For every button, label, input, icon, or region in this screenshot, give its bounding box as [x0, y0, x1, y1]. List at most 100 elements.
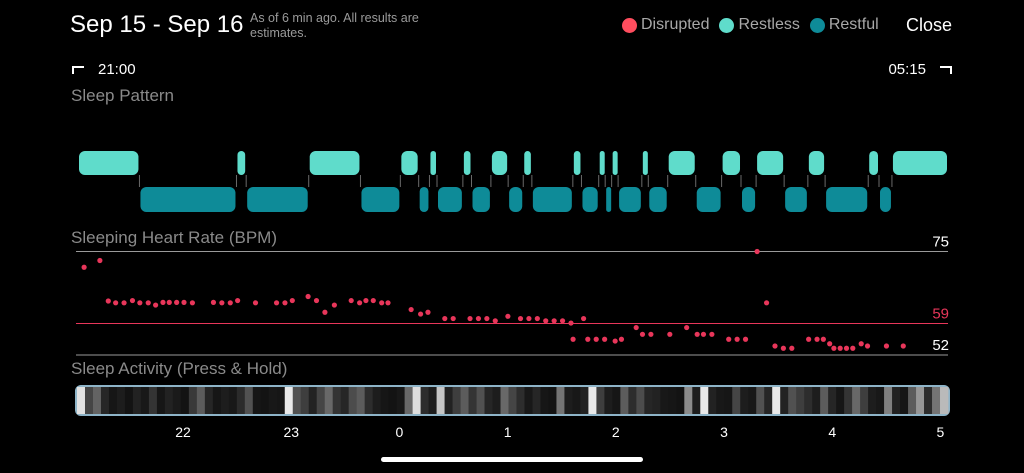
activity-cell — [260, 387, 270, 414]
activity-cell — [268, 387, 278, 414]
activity-cell — [396, 387, 406, 414]
activity-cell — [524, 387, 533, 414]
hr-point — [726, 336, 732, 342]
activity-cell — [940, 387, 949, 414]
activity-hour-tick: 22 — [175, 424, 191, 440]
activity-cell — [804, 387, 813, 414]
hr-point — [282, 300, 288, 306]
activity-cell — [668, 387, 677, 414]
activity-cell — [468, 387, 477, 414]
hr-point — [121, 300, 127, 306]
hr-point — [442, 315, 448, 322]
activity-cell — [380, 387, 390, 414]
hr-point — [581, 315, 587, 322]
activity-cell — [732, 387, 741, 414]
hr-point — [174, 299, 180, 305]
hr-point — [551, 318, 557, 324]
hr-point — [858, 341, 864, 347]
pattern-segment-restless — [573, 151, 581, 175]
hr-point — [850, 345, 856, 351]
activity-hour-tick: 5 — [937, 424, 945, 440]
activity-cell — [724, 387, 733, 414]
activity-cell — [500, 387, 509, 414]
activity-hour-tick: 1 — [504, 424, 512, 440]
pattern-segment-restless — [430, 151, 436, 175]
hr-point — [709, 331, 715, 337]
activity-cell — [516, 387, 525, 414]
hr-point — [348, 297, 354, 304]
legend-label: Restless — [738, 16, 800, 33]
hr-point — [684, 324, 690, 331]
hr-point — [559, 318, 566, 324]
pattern-segment-restless — [869, 151, 879, 175]
activity-cell — [100, 387, 110, 414]
activity-cell — [452, 387, 461, 414]
activity-cell — [492, 387, 501, 414]
activity-cell — [372, 387, 382, 414]
activity-cell — [108, 387, 118, 414]
disrupted-dot-icon — [622, 17, 637, 33]
hr-point — [235, 297, 241, 304]
hr-reference-label: 52 — [932, 337, 949, 354]
hr-point — [543, 318, 549, 324]
time-start-label: 21:00 — [98, 61, 136, 78]
activity-cell — [604, 387, 613, 414]
activity-cell — [356, 387, 366, 414]
activity-cell — [876, 387, 885, 414]
hr-point — [97, 257, 103, 264]
activity-cell — [740, 387, 749, 414]
pattern-segment-restful — [532, 187, 572, 212]
activity-cell — [716, 387, 725, 414]
activity-cell — [476, 387, 485, 414]
activity-cell — [292, 387, 302, 414]
activity-cell — [764, 387, 773, 414]
close-button[interactable]: Close — [906, 15, 953, 35]
activity-cell — [156, 387, 166, 414]
hr-point — [843, 345, 850, 351]
activity-cell — [844, 387, 853, 414]
activity-cell — [532, 387, 541, 414]
home-indicator[interactable] — [381, 457, 643, 462]
activity-hour-tick: 23 — [283, 424, 299, 440]
hr-point — [357, 300, 363, 306]
activity-cell — [284, 387, 294, 414]
activity-cell — [484, 387, 493, 414]
hr-point — [129, 297, 136, 304]
hr-point — [113, 300, 119, 306]
hr-point — [780, 345, 786, 351]
hr-point — [526, 315, 532, 322]
hr-point — [602, 336, 608, 342]
hr-point — [289, 297, 295, 304]
hr-point — [219, 300, 225, 306]
hr-point — [700, 331, 707, 337]
activity-cell — [348, 387, 358, 414]
heart-rate-chart: 75 59 52 — [76, 234, 949, 356]
pattern-segment-restless — [599, 151, 605, 175]
hr-point — [145, 300, 151, 306]
hr-point — [570, 336, 576, 342]
pattern-segment-restful — [649, 187, 667, 212]
sleep-pattern-chart — [79, 151, 947, 212]
hr-point — [467, 315, 473, 322]
hr-point — [408, 306, 414, 313]
hr-point — [322, 309, 328, 315]
activity-cell — [77, 387, 86, 414]
hr-point — [806, 336, 812, 342]
pattern-segment-restful — [606, 187, 612, 212]
hr-point — [418, 311, 424, 317]
hr-point — [227, 300, 233, 306]
activity-cell — [436, 387, 445, 414]
pattern-segment-restless — [309, 151, 360, 175]
activity-cell — [852, 387, 861, 414]
activity-cell — [204, 387, 214, 414]
activity-cell — [692, 387, 701, 414]
page-title: Sep 15 - Sep 16 — [70, 11, 244, 38]
hr-point — [273, 300, 280, 306]
activity-cell — [220, 387, 230, 414]
activity-cell — [652, 387, 661, 414]
activity-cell — [164, 387, 174, 414]
activity-cell — [180, 387, 190, 414]
activity-cell — [636, 387, 645, 414]
sleep-activity-chart[interactable]: 22 23 0 1 2 3 4 5 — [75, 385, 950, 440]
